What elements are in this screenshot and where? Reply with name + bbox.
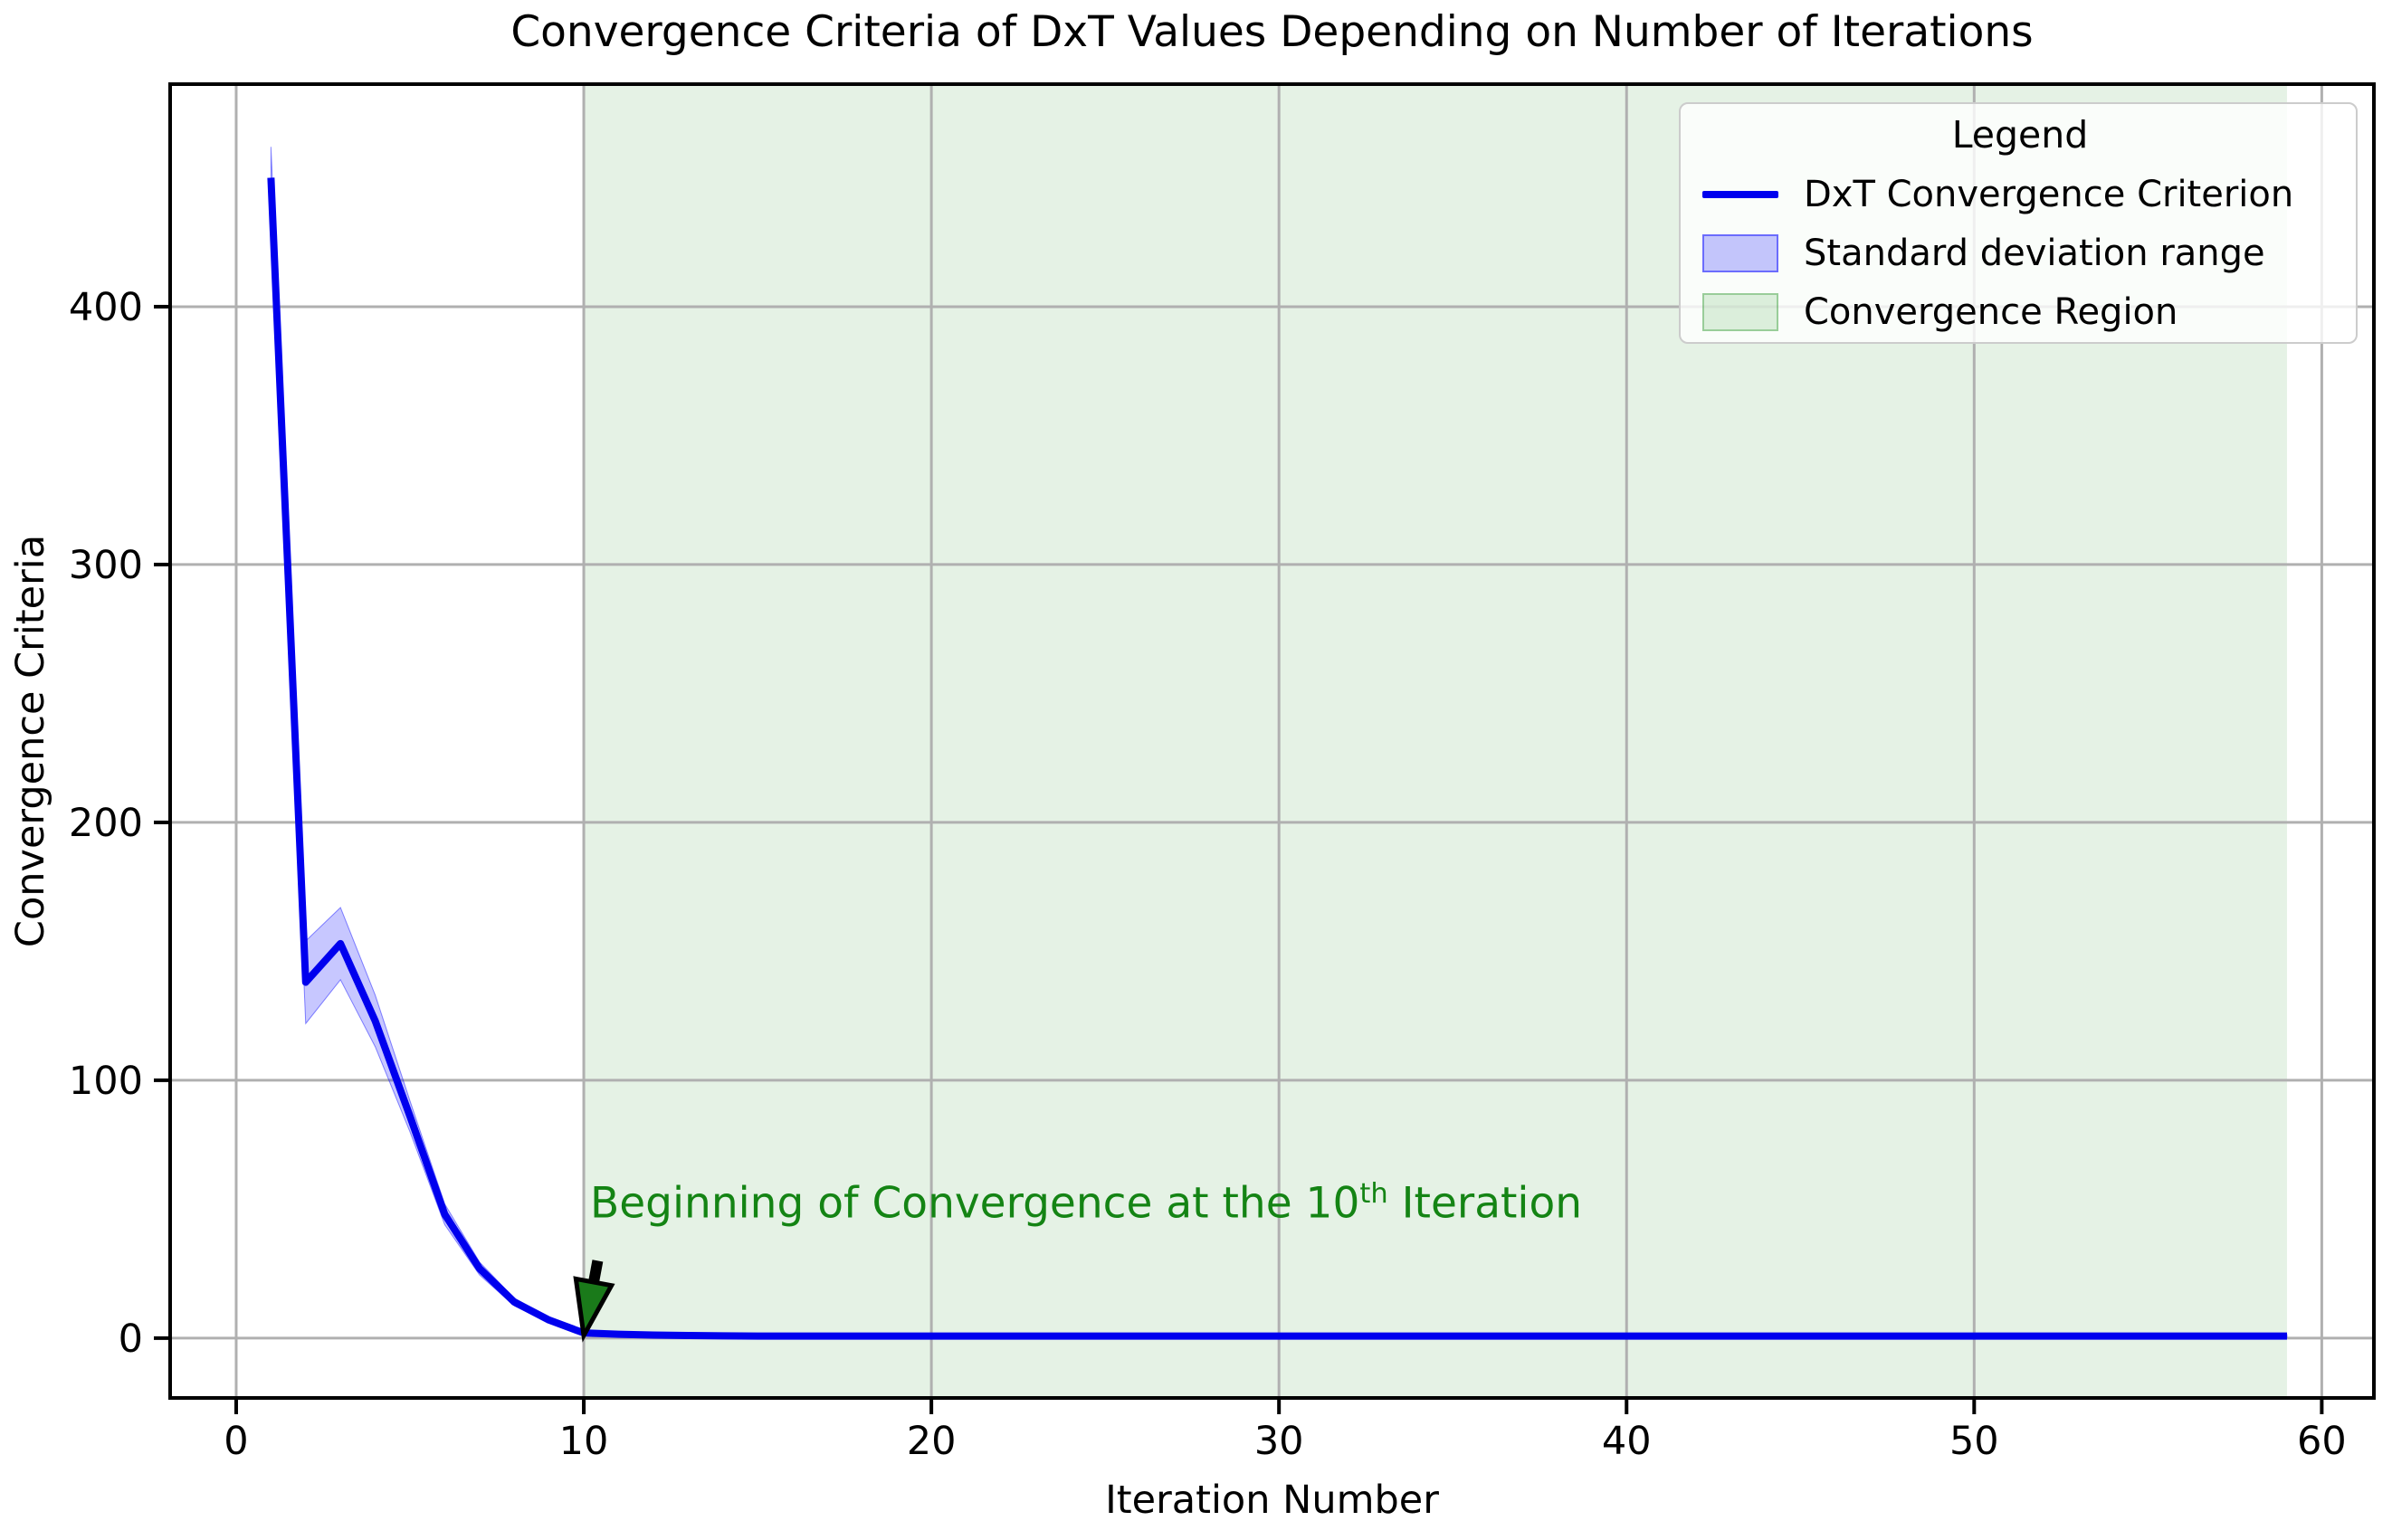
legend: Legend DxT Convergence Criterion Standar…: [1679, 102, 2358, 344]
legend-label: Convergence Region: [1804, 291, 2178, 333]
convergence-annotation: Beginning of Convergence at the 10th Ite…: [590, 1178, 1582, 1229]
y-axis-label: Convergence Criteria: [8, 535, 53, 947]
legend-entry-std: Standard deviation range: [1702, 233, 2338, 274]
legend-label: Standard deviation range: [1804, 233, 2265, 274]
x-tick-label: 60: [2297, 1419, 2347, 1464]
legend-label: DxT Convergence Criterion: [1804, 174, 2294, 215]
legend-line-handle: [1702, 191, 1778, 198]
std-patch-icon: [1702, 234, 1778, 272]
annotation-superscript: th: [1359, 1178, 1388, 1210]
y-tick-label: 100: [69, 1059, 143, 1104]
y-tick-label: 400: [69, 285, 143, 330]
region-patch-icon: [1702, 293, 1778, 331]
x-tick-label: 10: [559, 1419, 609, 1464]
y-tick-label: 300: [69, 543, 143, 588]
legend-std-handle: [1702, 234, 1778, 272]
y-tick-label: 200: [69, 801, 143, 846]
annotation-text: Beginning of Convergence at the 10: [590, 1178, 1360, 1229]
x-tick-label: 20: [907, 1419, 957, 1464]
x-tick-label: 30: [1254, 1419, 1304, 1464]
x-tick-label: 40: [1602, 1419, 1652, 1464]
x-axis-label: Iteration Number: [1105, 1478, 1439, 1523]
legend-region-handle: [1702, 293, 1778, 331]
legend-title: Legend: [1951, 113, 2089, 157]
legend-entry-line: DxT Convergence Criterion: [1702, 174, 2338, 215]
legend-entry-region: Convergence Region: [1702, 291, 2338, 333]
annotation-text-suffix: Iteration: [1387, 1178, 1583, 1229]
x-tick-label: 0: [224, 1419, 248, 1464]
x-tick-label: 50: [1949, 1419, 1999, 1464]
y-tick-label: 0: [119, 1317, 143, 1362]
arrow-head-icon: [573, 1276, 615, 1343]
axes-spines: [168, 82, 2376, 1400]
dxt-criterion-line: [267, 177, 2287, 1340]
line-swatch-icon: [1702, 191, 1778, 198]
chart-title: Convergence Criteria of DxT Values Depen…: [510, 7, 2034, 57]
